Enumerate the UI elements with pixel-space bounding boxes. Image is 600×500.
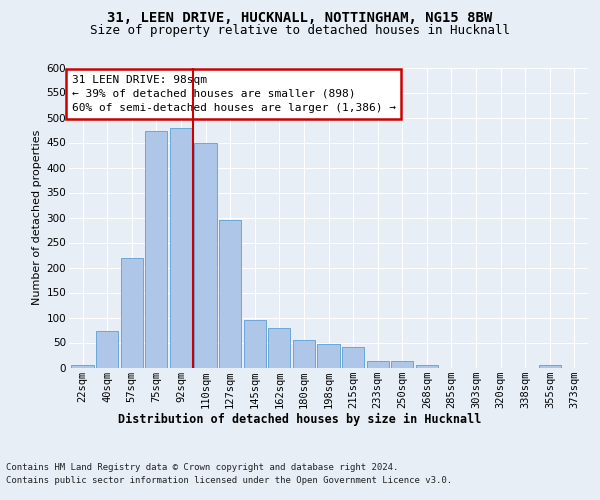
Bar <box>244 320 266 368</box>
Bar <box>342 347 364 368</box>
Bar <box>293 340 315 367</box>
Y-axis label: Number of detached properties: Number of detached properties <box>32 130 43 305</box>
Bar <box>145 131 167 368</box>
Bar <box>170 128 192 368</box>
Bar <box>416 365 438 368</box>
Bar <box>194 143 217 368</box>
Bar <box>268 328 290 368</box>
Bar <box>96 331 118 368</box>
Text: Contains HM Land Registry data © Crown copyright and database right 2024.: Contains HM Land Registry data © Crown c… <box>6 462 398 471</box>
Text: 31 LEEN DRIVE: 98sqm
← 39% of detached houses are smaller (898)
60% of semi-deta: 31 LEEN DRIVE: 98sqm ← 39% of detached h… <box>71 75 395 113</box>
Text: Contains public sector information licensed under the Open Government Licence v3: Contains public sector information licen… <box>6 476 452 485</box>
Bar <box>219 220 241 368</box>
Bar <box>367 361 389 368</box>
Bar <box>317 344 340 367</box>
Bar <box>539 365 561 368</box>
Bar <box>121 258 143 368</box>
Text: 31, LEEN DRIVE, HUCKNALL, NOTTINGHAM, NG15 8BW: 31, LEEN DRIVE, HUCKNALL, NOTTINGHAM, NG… <box>107 11 493 25</box>
Bar <box>391 361 413 368</box>
Text: Size of property relative to detached houses in Hucknall: Size of property relative to detached ho… <box>90 24 510 37</box>
Bar <box>71 365 94 368</box>
Text: Distribution of detached houses by size in Hucknall: Distribution of detached houses by size … <box>118 412 482 426</box>
